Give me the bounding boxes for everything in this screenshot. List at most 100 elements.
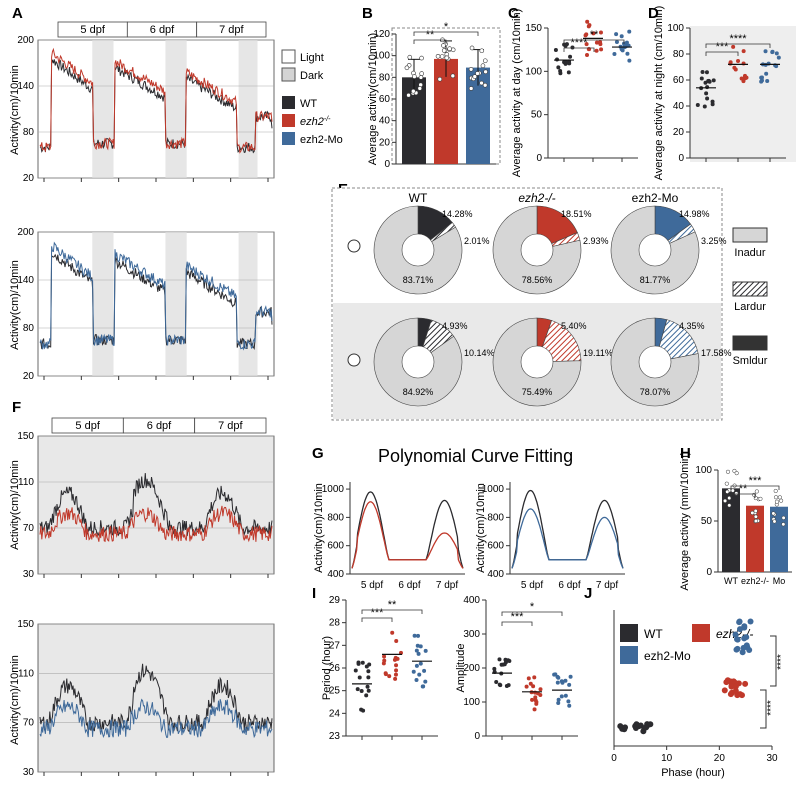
b-point xyxy=(439,54,445,59)
e-pie-label: 83.71% xyxy=(403,275,434,285)
g-left-ytick-label: 1000 xyxy=(322,484,345,495)
i-amp-point xyxy=(503,660,508,665)
d-point xyxy=(699,76,704,81)
h-point xyxy=(754,489,759,494)
d-bracket xyxy=(705,43,771,48)
d-point xyxy=(702,104,707,109)
g-left-ytick-label: 400 xyxy=(327,569,344,580)
b-ytick-label: 20 xyxy=(379,137,391,148)
b-point xyxy=(450,73,456,79)
c-point xyxy=(585,19,590,24)
b-point xyxy=(417,86,423,91)
i-period-point xyxy=(366,688,371,693)
h-point xyxy=(730,488,735,493)
a-bottom-ytick-label: 200 xyxy=(17,227,34,238)
h-point xyxy=(723,498,728,503)
i-amp-point xyxy=(568,674,573,679)
j-point xyxy=(737,691,744,698)
h-bar xyxy=(746,505,764,572)
i-period-ytick-label: 24 xyxy=(329,708,341,719)
i-period-point xyxy=(364,693,369,698)
c-point xyxy=(619,34,624,39)
a-day-label: 5 dpf xyxy=(80,24,105,36)
panel-label-h: H xyxy=(680,445,691,462)
f-top-series-wt xyxy=(39,473,273,538)
i-amp-point xyxy=(566,699,571,704)
e-pie-label: 75.49% xyxy=(522,387,553,397)
d-point xyxy=(704,91,709,96)
b-point xyxy=(406,92,411,98)
a-bottom-dark-band xyxy=(92,232,114,376)
i-period-bracket xyxy=(361,609,423,614)
e-legend-swatch xyxy=(732,281,768,297)
c-point xyxy=(556,65,561,70)
b-point xyxy=(447,46,452,52)
i-period-point xyxy=(390,630,395,635)
h-point xyxy=(727,503,732,508)
j-point xyxy=(721,687,728,694)
g-right-ytick-label: 800 xyxy=(487,512,504,523)
g-left-ytick-label: 600 xyxy=(327,541,344,552)
c-point xyxy=(594,40,599,45)
e-legend-swatch xyxy=(732,335,768,351)
j-point xyxy=(728,683,735,690)
i-amp-point xyxy=(552,672,557,677)
a-top-ytick-label: 20 xyxy=(23,173,35,184)
i-period-point xyxy=(418,661,423,666)
b-point xyxy=(419,71,424,76)
e-pie-label: 5.40% xyxy=(561,321,587,331)
e-pie-hole xyxy=(401,233,435,267)
b-point xyxy=(407,54,413,60)
h-xtick-label: ezh2-/- xyxy=(741,576,769,586)
i-period-point xyxy=(357,675,362,680)
i-period-point xyxy=(366,675,371,680)
d-point xyxy=(704,70,709,75)
a-top-dark-band xyxy=(238,40,258,178)
c-point xyxy=(562,60,567,65)
g-right-curve xyxy=(511,508,624,569)
a-top-ytick-label: 140 xyxy=(17,81,34,92)
d-point xyxy=(764,71,769,76)
legend-mo-label: ezh2-Mo xyxy=(300,134,343,146)
a-day-box xyxy=(196,21,267,38)
e-pie-label: 84.92% xyxy=(403,387,434,397)
e-pie-slice xyxy=(373,317,463,407)
e-pie-hole xyxy=(638,233,672,267)
a-day-label: 6 dpf xyxy=(150,24,175,36)
f-day-box xyxy=(194,417,267,434)
i-period-point xyxy=(360,660,365,665)
f-top-ytick-label: 70 xyxy=(23,523,35,534)
g-right-ylabel: Activity(cm)/10min xyxy=(475,483,487,573)
b-point xyxy=(472,74,478,79)
b-bracket xyxy=(413,39,447,44)
e-pie-label: 14.98% xyxy=(679,209,710,219)
e-legend-label: Inadur xyxy=(734,247,766,259)
d-point xyxy=(711,78,716,83)
d-point xyxy=(705,96,710,101)
c-bracket xyxy=(563,47,595,52)
i-period-point xyxy=(387,674,392,679)
j-xtick-label: 30 xyxy=(766,753,778,764)
g-right-xtick-label: 5 dpf xyxy=(521,580,543,591)
panel-label-b: B xyxy=(362,5,373,22)
i-period-ytick-label: 25 xyxy=(329,686,341,697)
c-point xyxy=(624,40,629,45)
b-point xyxy=(418,75,424,80)
d-ylabel: Average activity at night (cm/10min) xyxy=(653,6,665,181)
i-period-point xyxy=(382,654,387,659)
i-amp-point xyxy=(532,707,537,712)
g-right-xtick-label: 7 dpf xyxy=(596,580,618,591)
j-point xyxy=(746,646,753,653)
i-period-point xyxy=(415,643,420,648)
d-ytick-label: 0 xyxy=(678,153,684,164)
i-amp-ylabel: Amplitude xyxy=(455,644,467,693)
i-amp-point xyxy=(530,697,535,702)
j-point xyxy=(741,624,748,631)
i-period-point xyxy=(366,669,371,674)
i-amp-ytick-label: 0 xyxy=(474,731,480,742)
b-point xyxy=(444,55,450,61)
d-point xyxy=(732,65,737,70)
h-point xyxy=(772,519,777,524)
g-right-curve xyxy=(511,489,624,569)
i-period-sig-label: ** xyxy=(388,599,397,611)
